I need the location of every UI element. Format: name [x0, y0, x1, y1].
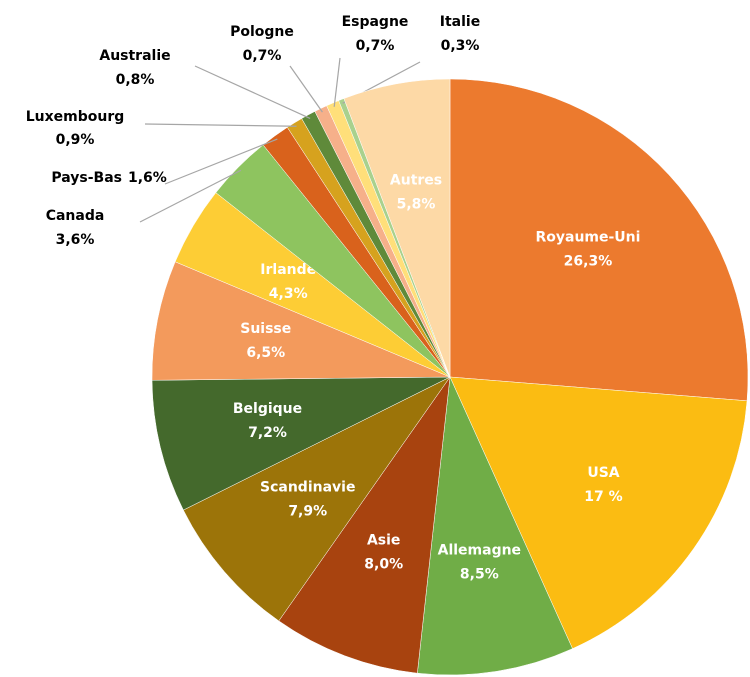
slice-value: 0,9% — [56, 132, 95, 148]
pie-slice — [417, 376, 573, 676]
slice-label: Pays-Bas — [51, 170, 122, 186]
slice-label: Asie — [367, 533, 400, 549]
slice-value: 17 % — [584, 489, 622, 505]
slice-label: Italie — [440, 14, 480, 30]
slice-value: 7,9% — [288, 503, 327, 519]
leader-line — [194, 65, 311, 119]
slice-label: Canada — [46, 208, 105, 224]
pie-slice — [343, 78, 451, 378]
slice-label: Autres — [390, 172, 442, 188]
pie-slice — [183, 376, 451, 622]
slice-label: Pologne — [230, 24, 294, 40]
slice-label: Espagne — [342, 14, 409, 30]
slice-label: Suisse — [240, 321, 291, 337]
slice-value: 0,7% — [243, 48, 282, 64]
slice-value: 1,6% — [128, 170, 167, 186]
slice-value: 4,3% — [269, 286, 308, 302]
slice-label: Luxembourg — [26, 109, 125, 125]
slice-label: Belgique — [233, 401, 302, 417]
slice-value: 5,8% — [397, 196, 436, 212]
slice-label: Scandinavie — [260, 479, 355, 495]
leader-line — [333, 57, 341, 107]
slice-value: 3,6% — [56, 232, 95, 248]
slice-value: 8,0% — [364, 557, 403, 573]
slice-value: 0,8% — [116, 72, 155, 88]
slice-value: 0,7% — [356, 38, 395, 54]
pie-slice — [151, 261, 451, 381]
slice-value: 6,5% — [246, 345, 285, 361]
leader-line — [164, 138, 278, 185]
slice-label: USA — [587, 465, 619, 481]
pie-slice — [449, 376, 748, 649]
slice-label: Allemagne — [438, 542, 521, 558]
leader-line — [144, 123, 297, 127]
slice-label: Royaume-Uni — [535, 230, 640, 246]
slice-value: 8,5% — [460, 566, 499, 582]
pie-slice — [449, 78, 749, 402]
leader-line — [139, 169, 242, 223]
slice-label: Irlande — [260, 262, 316, 278]
slice-value: 26,3% — [564, 254, 613, 270]
leader-line — [289, 65, 323, 113]
slice-label: Australie — [99, 48, 170, 64]
pie-slice — [151, 376, 451, 511]
pie-slice — [278, 376, 451, 674]
slice-value: 0,3% — [441, 38, 480, 54]
slice-value: 7,2% — [248, 425, 287, 441]
